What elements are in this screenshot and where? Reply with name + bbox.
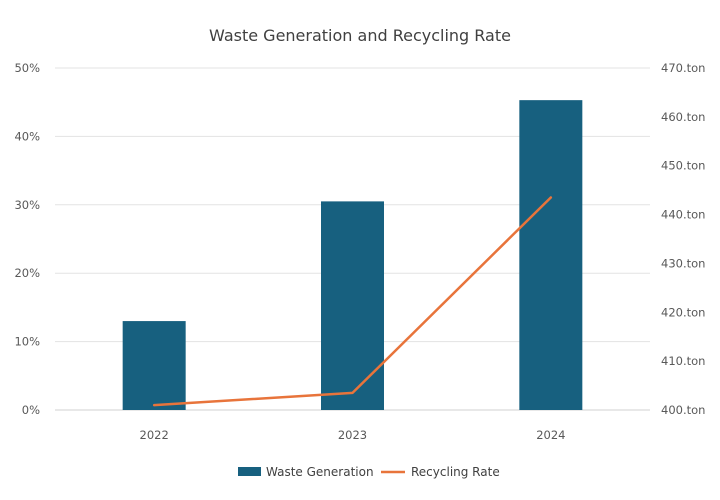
recycling-rate-line-group bbox=[152, 196, 553, 407]
legend: Waste Generation Recycling Rate bbox=[238, 465, 500, 479]
left-tick-label: 30% bbox=[14, 198, 40, 212]
left-y-axis: 0% 10% 20% 30% 40% 50% bbox=[14, 61, 40, 417]
bar-waste-generation bbox=[519, 100, 583, 410]
right-tick-label: 450.ton bbox=[661, 159, 705, 173]
left-tick-label: 10% bbox=[14, 335, 40, 349]
left-tick-label: 50% bbox=[14, 61, 40, 75]
right-tick-label: 430.ton bbox=[661, 256, 705, 270]
x-tick-label: 2024 bbox=[536, 428, 565, 442]
waste-generation-bars bbox=[122, 100, 583, 410]
legend-label-recycling-rate: Recycling Rate bbox=[411, 465, 500, 479]
right-tick-label: 460.ton bbox=[661, 110, 705, 124]
x-axis: 2022 2023 2024 bbox=[140, 428, 566, 442]
right-tick-label: 410.ton bbox=[661, 354, 705, 368]
right-y-axis: 400.ton 410.ton 420.ton 430.ton 440.ton 450.t… bbox=[661, 61, 705, 417]
left-tick-label: 20% bbox=[14, 266, 40, 280]
left-tick-label: 40% bbox=[14, 129, 40, 143]
right-tick-label: 420.ton bbox=[661, 305, 705, 319]
recycling-rate-line bbox=[152, 196, 553, 407]
x-tick-label: 2023 bbox=[338, 428, 367, 442]
bar-waste-generation bbox=[321, 201, 384, 410]
right-tick-label: 440.ton bbox=[661, 208, 705, 222]
left-tick-label: 0% bbox=[22, 403, 40, 417]
legend-label-waste-generation: Waste Generation bbox=[266, 465, 374, 479]
chart-title: Waste Generation and Recycling Rate bbox=[209, 26, 511, 45]
x-tick-label: 2022 bbox=[140, 428, 169, 442]
bar-waste-generation bbox=[122, 321, 186, 410]
legend-swatch-waste-generation bbox=[238, 467, 261, 476]
right-tick-label: 470.ton bbox=[661, 61, 705, 75]
right-tick-label: 400.ton bbox=[661, 403, 705, 417]
